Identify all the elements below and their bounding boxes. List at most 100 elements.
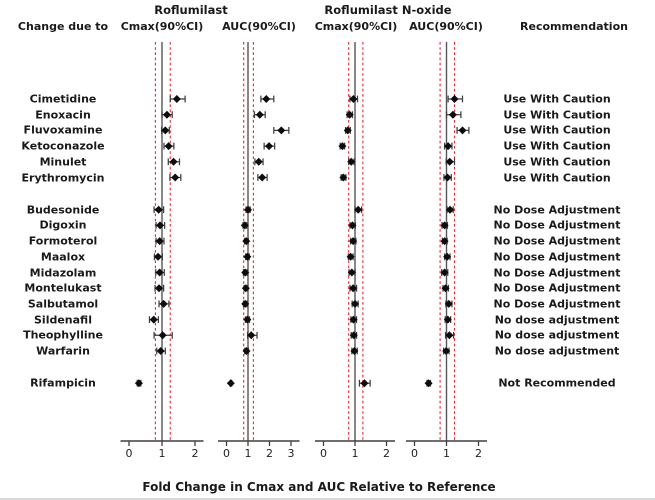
forest-point-formoterol-nox_auc: [440, 237, 449, 246]
forest-point-formoterol-rof_auc: [242, 237, 251, 246]
forest-point-minulet-nox_auc: [445, 157, 456, 166]
column-header-change-due-to: Change due to: [17, 20, 109, 33]
point-marker: [446, 205, 455, 214]
point-marker: [226, 379, 235, 388]
forest-panel-nox_cmax: 0 1 2: [315, 42, 395, 460]
x-axis-tick-label: 0: [126, 447, 133, 460]
point-marker: [458, 126, 467, 135]
point-marker: [445, 331, 454, 340]
recommendation-label-erythromycin: Use With Caution: [503, 171, 611, 184]
recommendation-label-salbutamol: No Dose Adjustment: [493, 297, 621, 311]
point-marker: [445, 157, 454, 166]
forest-point-montelukast-rof_cmax: [154, 284, 165, 293]
x-axis-tick-label: 2: [475, 447, 482, 460]
forest-point-theophylline-nox_auc: [444, 331, 455, 340]
recommendation-label-budesonide: No Dose Adjustment: [493, 203, 621, 217]
recommendation-label-enoxacin: Use With Caution: [503, 108, 611, 122]
point-marker: [441, 284, 450, 293]
forest-point-montelukast-nox_cmax: [349, 284, 358, 293]
forest-point-sildenafil-nox_auc: [443, 315, 452, 324]
forest-point-erythromycin-rof_cmax: [169, 173, 182, 182]
point-marker: [450, 95, 459, 103]
point-marker: [351, 299, 359, 308]
point-marker: [349, 95, 358, 103]
forest-point-fluvoxamine-rof_cmax: [161, 126, 170, 135]
recommendation-label-theophylline: No dose adjustment: [494, 328, 620, 342]
drug-label-salbutamol: Salbutamol: [27, 297, 99, 311]
point-marker: [349, 237, 358, 246]
forest-point-midazolam-nox_auc: [440, 268, 449, 277]
forest-point-ketoconazole-rof_auc: [263, 142, 276, 151]
point-marker: [440, 221, 449, 230]
forest-point-sildenafil-rof_auc: [243, 315, 252, 324]
column-header-rof-auc: AUC(90%CI): [222, 20, 296, 33]
forest-point-cimetidine-rof_cmax: [169, 95, 186, 103]
x-axis-tick-label: 0: [320, 447, 327, 460]
point-marker: [241, 284, 250, 293]
point-marker: [155, 284, 164, 293]
point-marker: [354, 205, 363, 214]
drug-label-formoterol: Formoterol: [28, 234, 98, 248]
point-marker: [442, 347, 451, 355]
x-axis-title: Fold Change in Cmax and AUC Relative to …: [142, 480, 496, 494]
point-marker: [343, 126, 352, 135]
forest-point-cimetidine-rof_auc: [260, 95, 275, 103]
forest-point-rifampicin-nox_cmax: [358, 379, 371, 388]
point-marker: [360, 379, 369, 388]
drug-label-warfarin: Warfarin: [36, 344, 90, 358]
point-marker: [448, 110, 457, 119]
x-axis-tick-label: 1: [245, 447, 252, 460]
column-header-nox-cmax: Cmax(90%CI): [314, 20, 398, 33]
point-marker: [258, 173, 267, 182]
point-marker: [242, 237, 251, 246]
point-marker: [349, 331, 358, 340]
drug-label-maalox: Maalox: [40, 250, 86, 264]
forest-point-rifampicin-nox_auc: [424, 379, 433, 388]
forest-point-theophylline-rof_auc: [246, 331, 258, 340]
forest-point-salbutamol-rof_cmax: [158, 299, 170, 308]
group-header-roflumilast: Roflumilast: [154, 3, 228, 17]
forest-point-fluvoxamine-nox_auc: [456, 126, 470, 135]
forest-point-digoxin-rof_auc: [240, 221, 249, 230]
forest-point-cimetidine-nox_auc: [447, 95, 464, 103]
point-marker: [243, 252, 252, 261]
recommendation-label-warfarin: No dose adjustment: [494, 344, 620, 358]
point-marker: [241, 268, 250, 277]
point-marker: [149, 315, 158, 324]
forest-point-digoxin-nox_cmax: [348, 221, 357, 230]
recommendation-label-minulet: Use With Caution: [503, 155, 611, 169]
point-marker: [444, 142, 453, 151]
forest-point-cimetidine-nox_cmax: [349, 95, 359, 103]
point-marker: [156, 347, 165, 355]
forest-point-salbutamol-nox_cmax: [351, 299, 359, 308]
forest-point-montelukast-rof_auc: [241, 284, 250, 293]
point-marker: [243, 315, 252, 324]
point-marker: [277, 126, 286, 135]
forest-point-theophylline-rof_cmax: [153, 331, 173, 340]
recommendation-label-rifampicin: Not Recommended: [498, 376, 616, 390]
point-marker: [158, 331, 167, 340]
point-marker: [349, 284, 358, 293]
point-marker: [349, 315, 358, 324]
point-marker: [161, 126, 170, 135]
point-marker: [265, 142, 274, 151]
forest-point-theophylline-nox_cmax: [349, 331, 358, 340]
x-axis-tick-label: 0: [411, 447, 418, 460]
point-marker: [156, 221, 165, 230]
forest-point-fluvoxamine-nox_cmax: [343, 126, 352, 135]
forest-point-enoxacin-rof_auc: [253, 110, 266, 119]
forest-panel-rof_auc: 0 1 2 3: [218, 42, 300, 460]
forest-point-warfarin-nox_auc: [442, 347, 451, 355]
point-marker: [169, 157, 178, 166]
point-marker: [241, 299, 250, 308]
drug-label-budesonide: Budesonide: [26, 203, 100, 217]
forest-panel-nox_auc: 0 1 2: [406, 42, 487, 460]
recommendation-label-sildenafil: No dose adjustment: [494, 313, 620, 327]
point-marker: [240, 221, 249, 230]
forest-panel-rof_cmax: 0 1 2: [120, 42, 204, 460]
point-marker: [154, 205, 163, 214]
point-marker: [339, 173, 348, 182]
forest-point-maalox-rof_cmax: [153, 252, 163, 261]
x-axis-tick-label: 1: [443, 447, 450, 460]
